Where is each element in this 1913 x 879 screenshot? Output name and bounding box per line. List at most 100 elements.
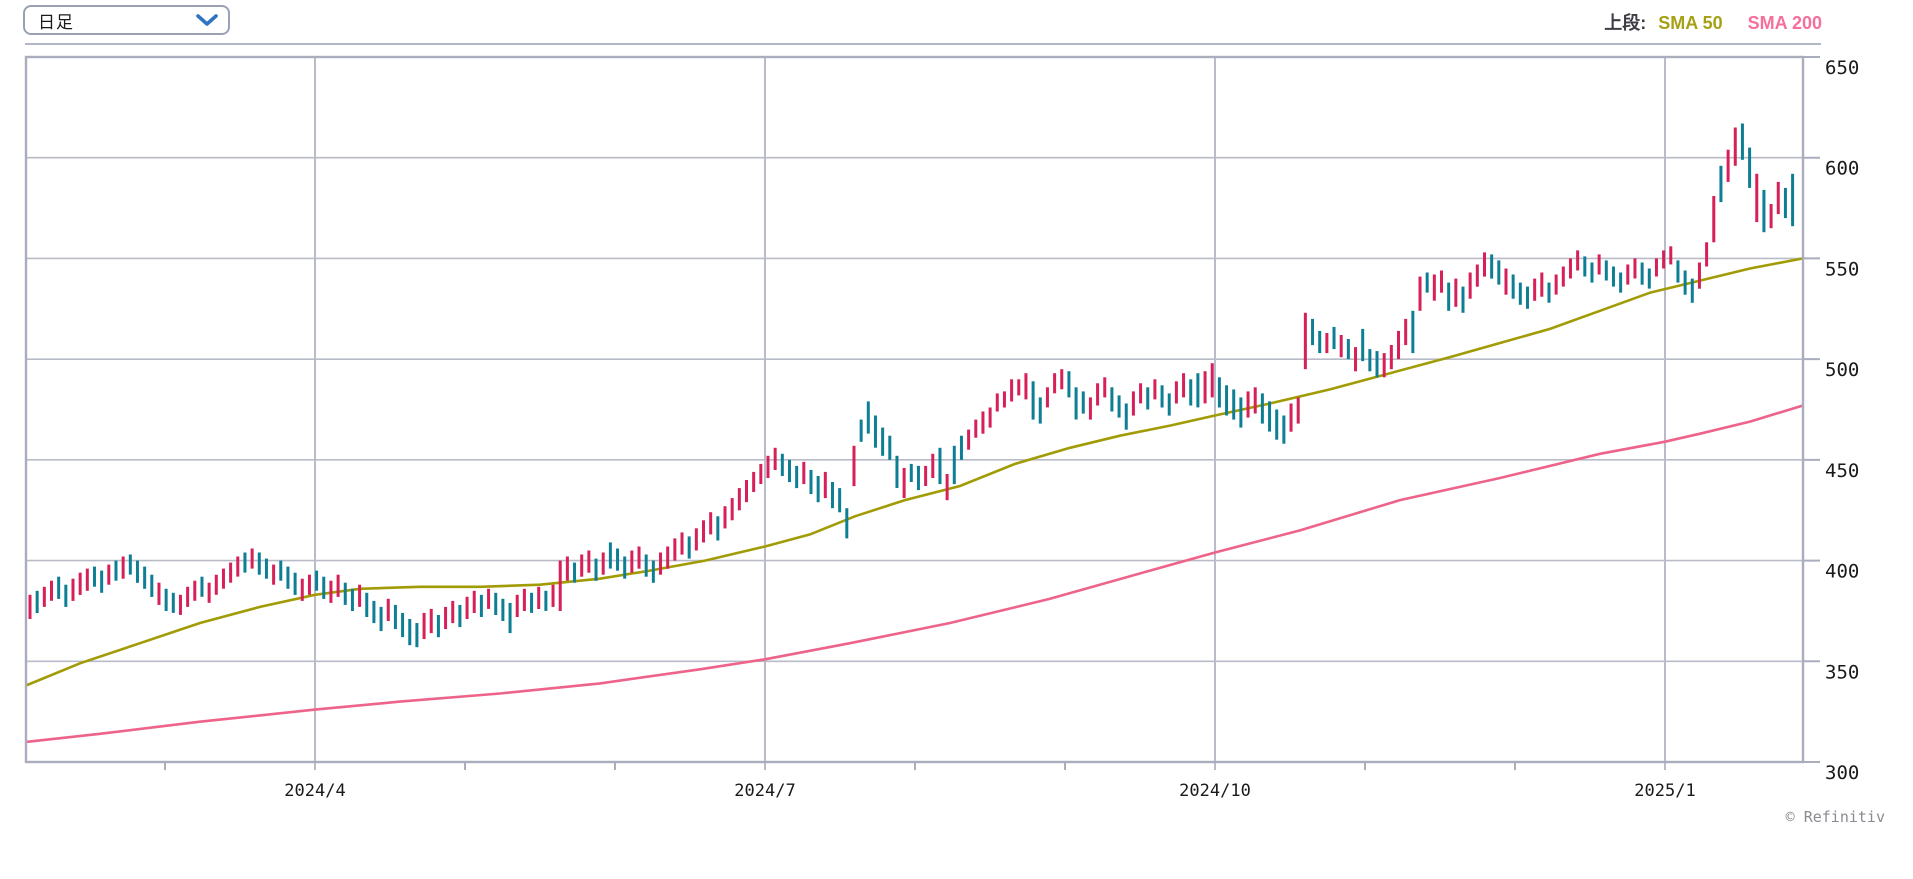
down-candle (257, 552, 261, 575)
down-candle (1490, 254, 1494, 279)
down-candle (716, 516, 720, 541)
up-candle (1776, 181, 1780, 215)
down-candle (1160, 385, 1164, 408)
down-candle (1038, 397, 1042, 424)
period-dropdown[interactable]: 日足 (23, 5, 230, 35)
down-candle (845, 508, 849, 539)
down-candle (795, 465, 799, 489)
up-candle (515, 594, 519, 617)
up-candle (981, 411, 985, 434)
up-candle (1203, 371, 1207, 404)
up-candle (1354, 347, 1358, 372)
down-candle (1067, 371, 1071, 398)
down-candle (1167, 393, 1171, 416)
down-candle (1217, 377, 1221, 408)
up-candle (1382, 353, 1386, 378)
up-candle (1669, 246, 1673, 265)
down-candle (1719, 165, 1723, 203)
up-candle (1397, 330, 1401, 360)
up-candle (1454, 278, 1458, 307)
up-candle (565, 556, 569, 581)
down-candle (1368, 349, 1372, 372)
down-candle (508, 602, 512, 634)
legend-sma50-label: SMA 50 (1658, 13, 1723, 33)
up-candle (1174, 381, 1178, 404)
up-candle (1339, 335, 1343, 358)
down-candle (64, 584, 68, 607)
up-candle (673, 538, 677, 561)
down-candle (164, 588, 168, 611)
down-candle (1031, 381, 1035, 420)
up-candle (1096, 383, 1100, 406)
down-candle (436, 615, 440, 638)
down-candle (916, 465, 920, 491)
down-candle (264, 558, 268, 579)
up-candle (28, 594, 32, 619)
period-dropdown-value: 日足 (38, 12, 74, 32)
down-candle (873, 415, 877, 448)
down-candle (408, 619, 412, 646)
up-candle (1010, 379, 1014, 402)
up-candle (1540, 272, 1544, 297)
down-candle (1074, 387, 1078, 420)
up-candle (537, 586, 541, 609)
y-axis-label: 650 (1825, 57, 1859, 79)
up-candle (157, 582, 161, 605)
up-candle (1440, 270, 1444, 293)
down-candle (616, 548, 620, 571)
down-candle (379, 606, 383, 632)
y-axis-label: 450 (1825, 460, 1859, 482)
down-candle (573, 562, 577, 583)
up-candle (931, 453, 935, 478)
up-candle (250, 548, 254, 569)
up-candle (272, 564, 276, 585)
up-candle (422, 612, 426, 640)
up-candle (329, 580, 333, 603)
up-candle (1002, 391, 1006, 408)
up-candle (737, 488, 741, 511)
chevron-down-icon (196, 13, 218, 26)
up-candle (1705, 242, 1709, 267)
plot-border (24, 55, 1805, 764)
down-candle (1783, 187, 1787, 219)
up-candle (451, 600, 455, 624)
down-candle (92, 566, 96, 587)
up-candle (924, 465, 928, 486)
up-candle (1418, 276, 1422, 311)
down-candle (1375, 351, 1379, 378)
up-candle (221, 568, 225, 589)
up-candle (1325, 333, 1329, 354)
y-axis-label: 400 (1825, 561, 1859, 583)
up-candle (42, 586, 46, 607)
sma-legend: 上段: SMA 50 SMA 200 (1604, 9, 1822, 35)
up-candle (745, 480, 748, 503)
up-candle (1182, 373, 1186, 398)
down-candle (57, 576, 61, 599)
up-candle (178, 594, 182, 615)
up-candle (1712, 196, 1716, 243)
down-candle (1081, 391, 1085, 414)
down-candle (1647, 268, 1651, 289)
down-candle (687, 536, 691, 559)
up-candle (945, 474, 949, 501)
down-candle (1332, 326, 1336, 350)
down-candle (1518, 282, 1522, 305)
y-axis-label: 600 (1825, 158, 1859, 180)
down-candle (830, 482, 834, 509)
up-candle (1210, 363, 1214, 398)
sma200-line (25, 404, 1804, 744)
up-candle (709, 512, 713, 535)
down-candle (171, 592, 175, 613)
up-candle (386, 598, 390, 621)
down-candle (1117, 395, 1121, 418)
up-candle (766, 455, 770, 478)
down-candle (401, 612, 405, 638)
up-candle (967, 429, 971, 450)
down-candle (938, 447, 942, 485)
up-candle (214, 574, 218, 595)
down-candle (1189, 379, 1193, 406)
up-candle (1131, 391, 1135, 416)
down-candle (1282, 415, 1286, 444)
